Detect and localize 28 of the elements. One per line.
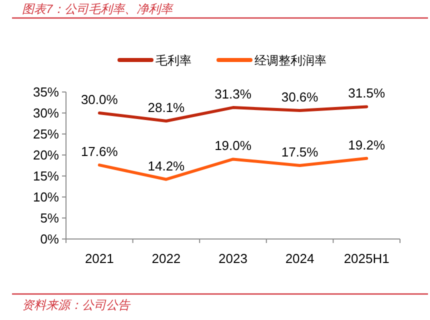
legend-label: 毛利率: [156, 54, 192, 68]
y-tick-label: 25%: [32, 126, 60, 142]
y-tick-label: 15%: [32, 168, 60, 184]
y-tick-label: 30%: [32, 106, 60, 120]
y-tick-label: 10%: [32, 190, 60, 204]
legend-label: 经调整利润率: [254, 54, 326, 68]
data-label: 19.2%: [348, 137, 386, 152]
y-tick-label: 0%: [40, 232, 60, 246]
x-tick-label: 2021: [84, 251, 114, 266]
line-series: [98, 156, 368, 181]
data-label: 28.1%: [148, 100, 186, 115]
data-label: 17.6%: [80, 144, 118, 160]
x-tick-label: 2025H1: [344, 251, 390, 266]
x-tick-label: 2022: [152, 251, 181, 266]
x-tick-label: 2023: [218, 251, 248, 266]
data-label: 30.6%: [281, 89, 319, 104]
chart-title: 图表7：公司毛利率、净利率: [22, 2, 175, 16]
data-label: 17.5%: [281, 144, 319, 160]
data-label: 30.0%: [80, 92, 118, 107]
text: 资料来源：公司公告: [22, 298, 131, 312]
y-tick-label: 5%: [40, 210, 60, 226]
data-label: 31.5%: [348, 86, 386, 101]
data-label: 14.2%: [148, 158, 186, 174]
y-tick-label: 35%: [32, 84, 60, 100]
y-tick-label: 20%: [32, 148, 60, 162]
data-label: 19.0%: [214, 138, 252, 154]
x-tick-label: 2024: [285, 251, 314, 266]
data-label: 31.3%: [214, 86, 252, 102]
